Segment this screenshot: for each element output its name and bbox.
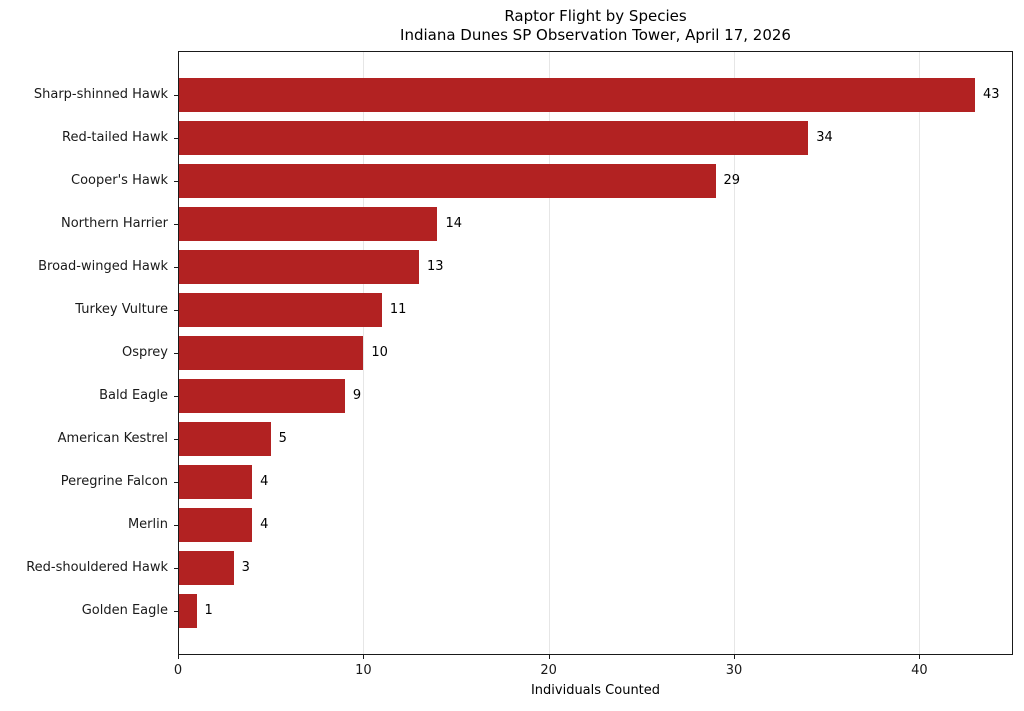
- y-tick-mark: [174, 611, 178, 612]
- y-tick-label: Bald Eagle: [99, 388, 168, 403]
- y-tick-label: Red-shouldered Hawk: [26, 560, 168, 575]
- y-tick-label: Red-tailed Hawk: [62, 130, 168, 145]
- bar-value-label: 4: [260, 517, 269, 532]
- y-tick-mark: [174, 224, 178, 225]
- bar-value-label: 4: [260, 474, 269, 489]
- y-tick-mark: [174, 181, 178, 182]
- bar-value-label: 5: [278, 431, 287, 446]
- y-tick-label: Merlin: [127, 517, 168, 532]
- bar: [178, 594, 197, 628]
- bar-value-label: 3: [241, 560, 250, 575]
- x-tick-mark: [363, 655, 365, 659]
- x-tick-label: 30: [725, 663, 743, 678]
- gridline: [363, 51, 365, 655]
- y-tick-mark: [174, 95, 178, 96]
- x-tick-label: 10: [355, 663, 372, 678]
- y-tick-label: Cooper's Hawk: [71, 173, 168, 188]
- y-tick-label: Sharp-shinned Hawk: [33, 87, 168, 102]
- gridline: [919, 51, 921, 655]
- y-tick-label: Peregrine Falcon: [60, 474, 168, 489]
- x-tick-mark: [919, 655, 921, 659]
- bar-value-label: 1: [204, 603, 213, 618]
- y-tick-mark: [174, 568, 178, 569]
- y-tick-mark: [174, 439, 178, 440]
- y-tick-mark: [174, 525, 178, 526]
- bar: [178, 336, 364, 370]
- y-tick-mark: [174, 353, 178, 354]
- chart-title-block: Raptor Flight by Species Indiana Dunes S…: [178, 7, 1013, 45]
- chart-subtitle: Indiana Dunes SP Observation Tower, Apri…: [400, 26, 791, 44]
- y-tick-label: Osprey: [121, 345, 168, 360]
- y-tick-mark: [174, 396, 178, 397]
- bar: [178, 78, 975, 112]
- gridline: [548, 51, 550, 655]
- y-tick-mark: [174, 138, 178, 139]
- y-tick-label: Golden Eagle: [81, 603, 168, 618]
- bar: [178, 293, 382, 327]
- bar-value-label: 11: [389, 302, 407, 317]
- x-axis-label: Individuals Counted: [530, 683, 661, 698]
- y-tick-mark: [174, 267, 178, 268]
- x-tick-label: 20: [540, 663, 557, 678]
- bar-value-label: 13: [426, 259, 444, 274]
- bar: [178, 250, 419, 284]
- bar: [178, 508, 253, 542]
- gridline: [734, 51, 736, 655]
- y-tick-label: Northern Harrier: [60, 216, 168, 231]
- x-tick-mark: [548, 655, 550, 659]
- x-tick-label: 40: [911, 663, 928, 678]
- bar: [178, 422, 271, 456]
- bar-value-label: 43: [983, 87, 1000, 102]
- bar-value-label: 34: [816, 130, 833, 145]
- bar: [178, 164, 716, 198]
- x-tick-mark: [178, 655, 179, 659]
- bar-value-label: 9: [352, 388, 362, 403]
- y-tick-label: Turkey Vulture: [75, 302, 168, 317]
- y-tick-mark: [174, 482, 178, 483]
- y-tick-label: American Kestrel: [57, 431, 168, 446]
- y-tick-mark: [174, 310, 178, 311]
- bar: [178, 551, 234, 585]
- chart-title: Raptor Flight by Species: [504, 7, 687, 25]
- y-tick-label: Broad-winged Hawk: [38, 259, 168, 274]
- bar-value-label: 29: [723, 173, 741, 188]
- x-tick-label: 0: [173, 663, 183, 678]
- bar: [178, 465, 253, 499]
- x-tick-mark: [734, 655, 736, 659]
- bar-value-label: 10: [371, 345, 388, 360]
- bar: [178, 379, 345, 413]
- bar: [178, 121, 809, 155]
- bar-value-label: 14: [445, 216, 463, 231]
- bar: [178, 207, 438, 241]
